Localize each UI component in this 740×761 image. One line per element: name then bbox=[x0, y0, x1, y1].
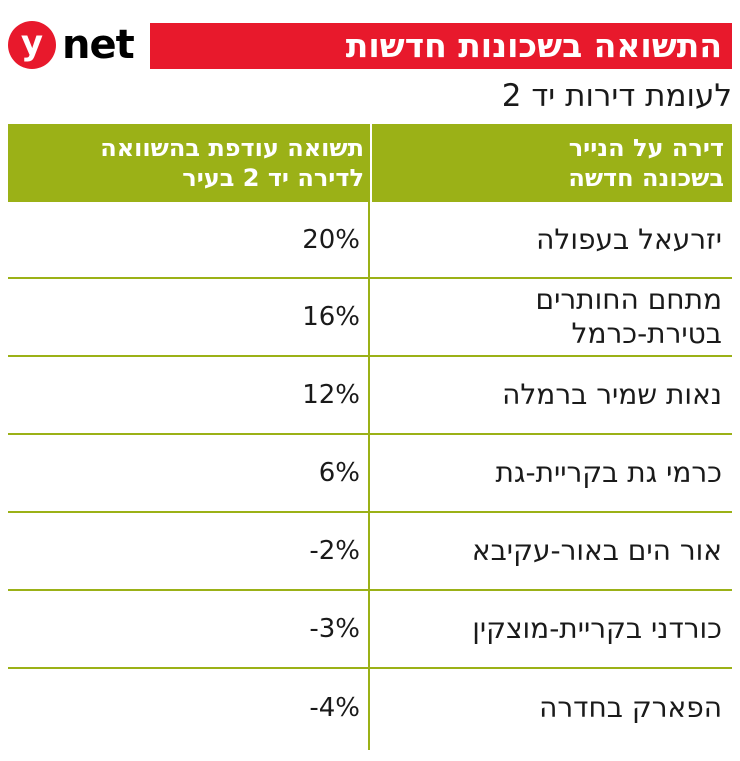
returns-table: דירה על הנייר בשכונה חדשה תשואה עודפת בה… bbox=[8, 124, 732, 747]
neighborhood-name-line: כרמי גת בקריית-גת bbox=[495, 456, 722, 489]
table-row: אור הים באור-עקיבא -2% bbox=[8, 513, 732, 591]
excess-return-value: 6% bbox=[318, 458, 360, 488]
chart-subtitle: לעומת דירות יד 2 bbox=[501, 78, 732, 114]
excess-return-value: 12% bbox=[302, 380, 360, 410]
ynet-logo-word: net bbox=[62, 22, 135, 68]
table-row: יזרעאל בעפולה 20% bbox=[8, 202, 732, 279]
neighborhood-name-cell: אור הים באור-עקיבא bbox=[378, 513, 732, 589]
column-header-neighborhood: דירה על הנייר בשכונה חדשה bbox=[376, 124, 732, 202]
excess-return-value: 20% bbox=[302, 224, 360, 255]
neighborhood-name-line: נאות שמיר ברמלה bbox=[502, 378, 722, 411]
neighborhood-name-line: בטירת-כרמל bbox=[571, 317, 722, 350]
ynet-logo[interactable]: y net bbox=[8, 19, 144, 71]
excess-return-value: 16% bbox=[302, 302, 360, 332]
column-header-excess-return-line2: לדירה יד 2 בעיר bbox=[182, 164, 364, 192]
column-header-neighborhood-line1: דירה על הנייר bbox=[568, 134, 724, 162]
chart-title: התשואה בשכונות חדשות bbox=[150, 23, 732, 69]
table-header: דירה על הנייר בשכונה חדשה תשואה עודפת בה… bbox=[8, 124, 732, 202]
neighborhood-name-cell: יזרעאל בעפולה bbox=[378, 202, 732, 277]
table-row: מתחם החותרים בטירת-כרמל 16% bbox=[8, 279, 732, 357]
neighborhood-name-cell: כרמי גת בקריית-גת bbox=[378, 435, 732, 511]
table-body: יזרעאל בעפולה 20% מתחם החותרים בטירת-כרמל 16… bbox=[8, 202, 732, 747]
excess-return-value: -4% bbox=[309, 693, 360, 723]
table-row: הפארק בחדרה -4% bbox=[8, 669, 732, 747]
neighborhood-name-line: יזרעאל בעפולה bbox=[536, 222, 722, 256]
neighborhood-name-line: מתחם החותרים bbox=[535, 283, 722, 316]
table-row: כרמי גת בקריית-גת 6% bbox=[8, 435, 732, 513]
neighborhood-name-cell: נאות שמיר ברמלה bbox=[378, 357, 732, 433]
column-header-excess-return: תשואה עודפת בהשוואה לדירה יד 2 בעיר bbox=[8, 124, 372, 202]
ynet-logo-circle: y bbox=[8, 21, 56, 69]
table-row: כורדני בקריית-מוצקין -3% bbox=[8, 591, 732, 669]
neighborhood-name-line: אור הים באור-עקיבא bbox=[471, 534, 722, 567]
excess-return-value: -2% bbox=[309, 536, 360, 566]
excess-return-value: -3% bbox=[309, 614, 360, 644]
neighborhood-name-line: הפארק בחדרה bbox=[539, 691, 722, 724]
column-header-neighborhood-line2: בשכונה חדשה bbox=[568, 164, 724, 192]
column-divider bbox=[368, 124, 370, 750]
neighborhood-name-cell: הפארק בחדרה bbox=[378, 669, 732, 747]
neighborhood-name-line: כורדני בקריית-מוצקין bbox=[472, 612, 722, 645]
neighborhood-name-cell: כורדני בקריית-מוצקין bbox=[378, 591, 732, 667]
header: y net התשואה בשכונות חדשות bbox=[8, 19, 732, 71]
neighborhood-name-cell: מתחם החותרים בטירת-כרמל bbox=[378, 279, 732, 355]
header-divider bbox=[368, 124, 372, 202]
table-row: נאות שמיר ברמלה 12% bbox=[8, 357, 732, 435]
column-header-excess-return-line1: תשואה עודפת בהשוואה bbox=[100, 134, 364, 162]
